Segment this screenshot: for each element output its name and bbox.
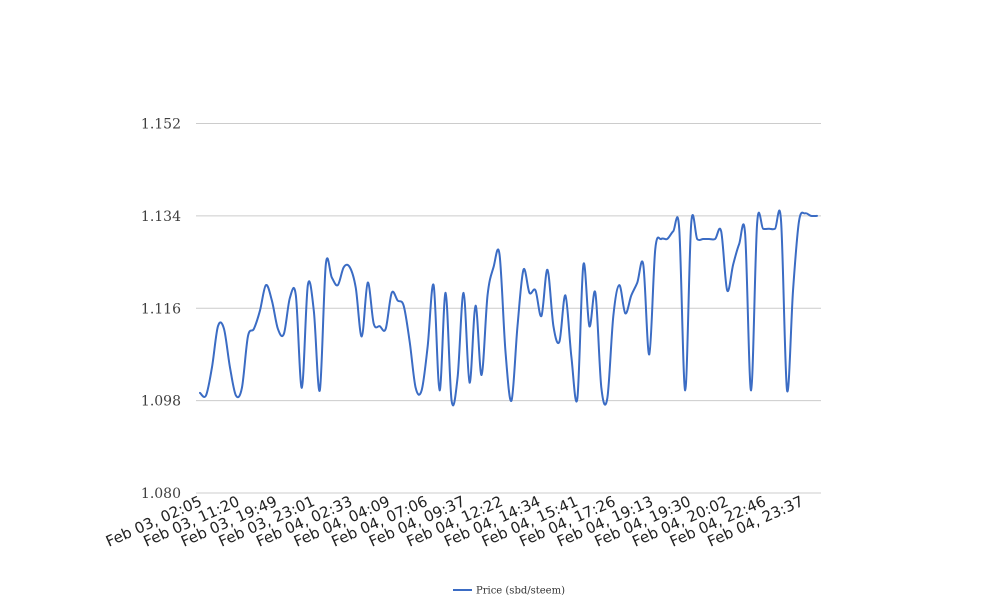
y-axis-ticks: 1.080 1.098 1.116 1.134 1.152 xyxy=(141,117,181,503)
y-tick-label: 1.134 xyxy=(141,209,181,225)
y-tick-label: 1.152 xyxy=(141,117,181,133)
series-layer xyxy=(199,209,818,407)
legend-label: Price (sbd/steem) xyxy=(476,586,565,597)
legend[interactable]: Price (sbd/steem) xyxy=(453,586,565,597)
y-tick-label: 1.080 xyxy=(141,486,181,502)
y-tick-label: 1.098 xyxy=(141,394,181,410)
series-line-price[interactable] xyxy=(199,209,818,407)
y-tick-label: 1.116 xyxy=(141,301,181,317)
grid-lines xyxy=(196,123,821,494)
